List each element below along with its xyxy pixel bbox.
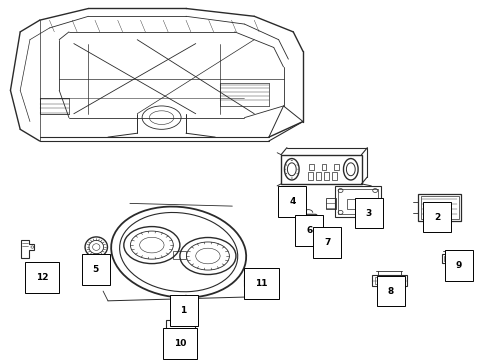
Bar	[309, 165, 314, 170]
Bar	[245, 277, 266, 284]
Bar	[325, 198, 335, 209]
Bar	[417, 194, 461, 221]
Bar	[444, 256, 469, 261]
Bar	[324, 172, 328, 180]
Bar	[243, 275, 268, 286]
Text: 12: 12	[36, 273, 48, 282]
Bar	[334, 186, 380, 217]
Bar	[172, 251, 186, 259]
Bar	[166, 320, 194, 332]
Text: 11: 11	[255, 279, 267, 288]
Bar	[346, 199, 366, 209]
Text: 9: 9	[455, 261, 461, 270]
Bar	[181, 335, 185, 338]
Text: 4: 4	[288, 197, 295, 206]
Text: 2: 2	[433, 212, 439, 221]
Bar	[374, 277, 404, 284]
Bar	[307, 172, 312, 180]
Bar	[331, 172, 336, 180]
Bar	[281, 155, 361, 184]
Bar	[168, 335, 172, 338]
Bar	[321, 165, 326, 170]
Bar	[175, 335, 179, 338]
Text: 7: 7	[324, 238, 330, 247]
Text: 6: 6	[305, 226, 312, 235]
Bar	[441, 254, 471, 263]
Bar	[316, 230, 334, 239]
Bar	[333, 165, 338, 170]
Bar	[337, 189, 377, 214]
Text: 8: 8	[387, 287, 393, 296]
Bar	[315, 172, 320, 180]
Text: 3: 3	[365, 209, 371, 218]
Text: 10: 10	[174, 339, 186, 348]
Bar	[420, 196, 458, 219]
Text: 5: 5	[92, 265, 99, 274]
Text: 1: 1	[180, 306, 186, 315]
Bar	[187, 335, 191, 338]
Bar	[371, 275, 407, 286]
